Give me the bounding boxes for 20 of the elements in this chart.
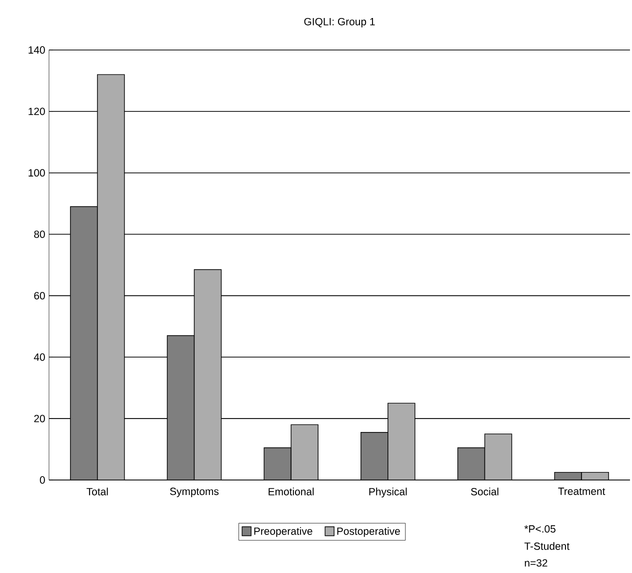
text: T-Student <box>524 542 570 550</box>
y-tick-label: 60 <box>34 292 45 300</box>
x-tick-label: Total <box>86 488 108 496</box>
text: *P<.05 <box>524 525 556 533</box>
x-tick-label: Physical <box>369 488 407 498</box>
x-tick-label: Social <box>470 488 498 496</box>
chart-title: GIQLI: Group 1 <box>304 18 375 28</box>
y-tick-label: 80 <box>34 230 45 238</box>
text: n=32 <box>524 559 548 567</box>
x-tick-label: Treatment <box>558 488 606 495</box>
x-tick-label: Symptoms <box>170 488 219 498</box>
y-tick-label: 20 <box>34 414 45 422</box>
y-tick-label: 100 <box>28 169 45 177</box>
x-tick-label: Emotional <box>268 488 314 496</box>
legend-label: Postoperative <box>337 527 400 537</box>
y-tick-label: 120 <box>28 108 45 116</box>
legend-label: Preoperative <box>254 527 312 537</box>
y-tick-label: 140 <box>28 46 45 54</box>
y-tick-label: 40 <box>34 353 45 361</box>
y-tick-label: 0 <box>40 476 45 484</box>
